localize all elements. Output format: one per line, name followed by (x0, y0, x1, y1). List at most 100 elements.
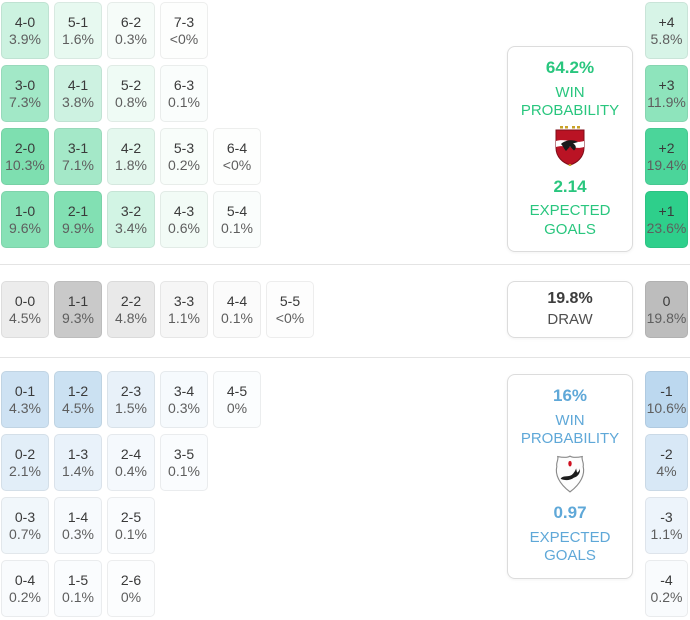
probability-label: 0.1% (221, 220, 253, 236)
score-row: 0-3 0.7% 1-4 0.3% 2-5 0.1% (1, 497, 261, 554)
score-label: 3-2 (120, 203, 142, 219)
score-cell: 5-1 1.6% (54, 2, 102, 59)
score-row: 0-4 0.2% 1-5 0.1% 2-6 0% (1, 560, 261, 617)
score-label: +3 (658, 77, 675, 93)
away-goal-margin-column: -1 10.6% -2 4% -3 1.1% -4 0.2% (645, 371, 688, 617)
score-cell: 5-5 <0% (266, 281, 314, 338)
score-cell: 0-2 2.1% (1, 434, 49, 491)
score-label: 4-2 (120, 140, 142, 156)
score-cell: -1 10.6% (645, 371, 688, 428)
score-label: 0-1 (14, 383, 36, 399)
score-label: 7-3 (173, 14, 195, 30)
draw-score-row: 0-0 4.5% 1-1 9.3% 2-2 4.8% 3-3 1.1% 4-4 0.1% 5-5 <0… (1, 281, 314, 344)
score-label: 4-0 (14, 14, 36, 30)
score-label: 2-6 (120, 572, 142, 588)
score-cell: 1-3 1.4% (54, 434, 102, 491)
score-cell: 0-0 4.5% (1, 281, 49, 338)
score-label: -3 (660, 509, 673, 525)
away-team-crest-icon (554, 455, 586, 498)
score-label: 3-0 (14, 77, 36, 93)
score-label: 5-5 (279, 293, 301, 309)
score-cell: 4-3 0.6% (160, 191, 208, 248)
score-cell: 7-3 <0% (160, 2, 208, 59)
probability-label: 3.9% (9, 31, 41, 47)
score-cell: 3-4 0.3% (160, 371, 208, 428)
score-label: 0-4 (14, 572, 36, 588)
probability-label: 0.1% (115, 526, 147, 542)
probability-label: 0.3% (62, 526, 94, 542)
score-label: +2 (658, 140, 675, 156)
home-win-probability-panel: 64.2% WIN PROBABILITY 2.14 EXPECTED GOAL… (507, 46, 633, 252)
score-cell: 0-1 4.3% (1, 371, 49, 428)
score-cell: -4 0.2% (645, 560, 688, 617)
probability-label: 11.9% (647, 94, 686, 110)
probability-label: 23.6% (646, 220, 687, 236)
probability-label: 7.3% (9, 94, 41, 110)
probability-label: 1.1% (650, 526, 683, 542)
score-label: 1-5 (67, 572, 89, 588)
probability-label: 5.8% (650, 31, 683, 47)
score-label: 4-3 (173, 203, 195, 219)
score-cell: 0-4 0.2% (1, 560, 49, 617)
score-cell: 1-4 0.3% (54, 497, 102, 554)
draw-probability-panel: 19.8% DRAW (507, 281, 633, 338)
score-cell: -3 1.1% (645, 497, 688, 554)
probability-label: 1.1% (168, 310, 200, 326)
score-label: 6-2 (120, 14, 142, 30)
probability-label: 7.1% (62, 157, 94, 173)
score-label: 0-0 (14, 293, 36, 309)
probability-label: 10.6% (646, 400, 687, 416)
score-cell: 2-1 9.9% (54, 191, 102, 248)
score-label: 4-5 (226, 383, 248, 399)
probability-label: 9.3% (62, 310, 94, 326)
score-row: 1-0 9.6% 2-1 9.9% 3-2 3.4% 4-3 0.6% 5-4 0.1% (1, 191, 261, 248)
score-cell: 5-2 0.8% (107, 65, 155, 122)
score-row: 0-1 4.3% 1-2 4.5% 2-3 1.5% 3-4 0.3% 4-5 0% (1, 371, 261, 428)
score-label: +4 (658, 14, 675, 30)
section-divider-bottom (0, 357, 690, 358)
probability-label: 0.1% (168, 463, 200, 479)
away-win-probability-label: WIN PROBABILITY (520, 412, 620, 448)
score-cell: 4-1 3.8% (54, 65, 102, 122)
score-label: -2 (660, 446, 673, 462)
score-label: 5-3 (173, 140, 195, 156)
score-row: 3-0 7.3% 4-1 3.8% 5-2 0.8% 6-3 0.1% (1, 65, 261, 122)
probability-label: 0.2% (9, 589, 41, 605)
away-score-grid: 0-1 4.3% 1-2 4.5% 2-3 1.5% 3-4 0.3% 4-5 0% 0-2 2.1%… (1, 371, 261, 620)
score-label: 1-3 (67, 446, 89, 462)
probability-label: 0.4% (115, 463, 147, 479)
probability-label: <0% (222, 157, 252, 173)
score-cell: 3-5 0.1% (160, 434, 208, 491)
score-cell: 2-0 10.3% (1, 128, 49, 185)
probability-label: 4.5% (62, 400, 94, 416)
score-cell: 6-3 0.1% (160, 65, 208, 122)
score-label: 2-1 (67, 203, 89, 219)
score-label: +1 (658, 203, 675, 219)
score-cell: 2-6 0% (107, 560, 155, 617)
probability-label: 4% (656, 463, 677, 479)
away-win-probability-value: 16% (552, 386, 588, 406)
score-label: 3-4 (173, 383, 195, 399)
score-label: 1-0 (14, 203, 36, 219)
away-expected-goals-value: 0.97 (553, 503, 587, 523)
score-label: 1-1 (67, 293, 89, 309)
score-label: 6-4 (226, 140, 248, 156)
score-cell: 3-2 3.4% (107, 191, 155, 248)
score-cell: 6-4 <0% (213, 128, 261, 185)
score-label: 5-1 (67, 14, 89, 30)
probability-label: 0.1% (168, 94, 200, 110)
probability-label: 4.8% (115, 310, 147, 326)
score-label: -4 (660, 572, 673, 588)
away-win-probability-panel: 16% WIN PROBABILITY 0.97 EXPECTED GOALS (507, 374, 633, 579)
score-label: 5-2 (120, 77, 142, 93)
score-cell: 0 19.8% (645, 281, 688, 338)
score-label: 3-1 (67, 140, 89, 156)
probability-label: 0.2% (168, 157, 200, 173)
section-divider-top (0, 264, 690, 265)
probability-label: 0.6% (168, 220, 200, 236)
probability-label: 1.5% (115, 400, 147, 416)
score-label: 2-4 (120, 446, 142, 462)
probability-label: 9.6% (9, 220, 41, 236)
probability-label: 4.5% (9, 310, 41, 326)
